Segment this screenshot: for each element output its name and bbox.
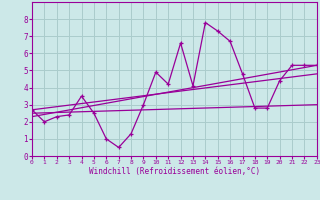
X-axis label: Windchill (Refroidissement éolien,°C): Windchill (Refroidissement éolien,°C)	[89, 167, 260, 176]
